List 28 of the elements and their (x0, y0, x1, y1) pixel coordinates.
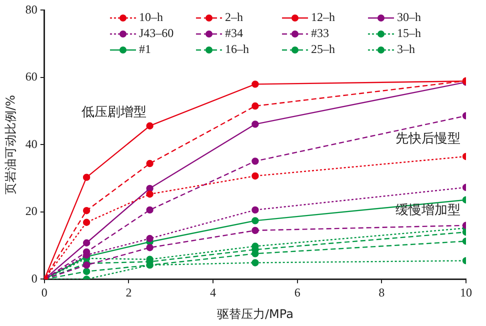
legend-label: #33 (311, 26, 329, 41)
x-tick-label: 2 (126, 286, 132, 300)
x-tick-label: 10 (460, 286, 472, 300)
legend-label: #34 (225, 26, 243, 41)
x-axis-title: 驱替压力/MPa (216, 306, 294, 321)
y-tick-label: 20 (25, 204, 38, 218)
legend-label: 30–h (397, 10, 421, 25)
legend-label: 3–h (397, 42, 415, 57)
y-axis-title: 页岩油可动比例/% (3, 94, 18, 194)
legend-label: 10–h (139, 10, 163, 25)
legend-label: 12–h (311, 10, 335, 25)
legend-label: #1 (139, 42, 151, 57)
annotation: 低压剧增型 (81, 104, 146, 120)
x-tick-label: 8 (378, 286, 385, 300)
x-tick-label: 4 (210, 286, 216, 300)
legend-label: J43–60 (139, 26, 174, 41)
legend-label: 16–h (225, 42, 249, 57)
annotation: 缓慢增加型 (396, 202, 461, 218)
x-tick-label: 0 (41, 286, 48, 300)
annotation: 先快后慢型 (396, 132, 461, 147)
y-tick-label: 40 (25, 136, 38, 151)
legend-label: 2–h (225, 10, 243, 25)
legend-label: 25–h (311, 42, 335, 57)
y-tick-label: 60 (25, 70, 38, 84)
y-tick-label: 0 (31, 271, 38, 286)
y-tick-label: 80 (25, 2, 38, 16)
x-tick-label: 6 (294, 286, 300, 300)
legend-label: 15–h (397, 26, 421, 41)
